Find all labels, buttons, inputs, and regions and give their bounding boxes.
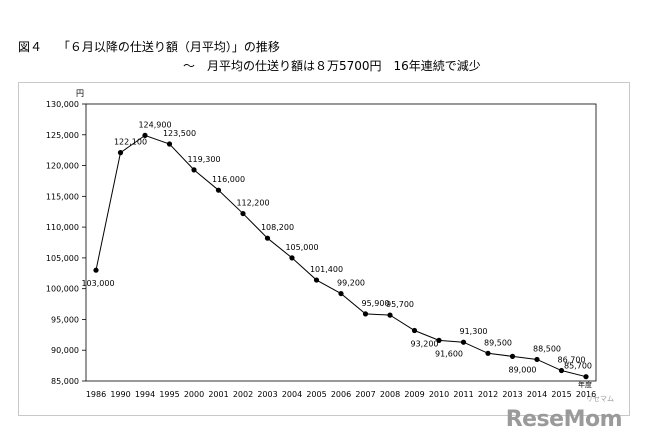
data-point — [583, 374, 589, 380]
x-tick-label: 2013 — [502, 390, 522, 399]
chart-title-block: 図４ 「６月以降の仕送り額（月平均）」の推移 — [18, 38, 280, 55]
x-tick-label: 1995 — [159, 390, 179, 399]
data-point — [534, 356, 540, 363]
data-point — [558, 367, 565, 374]
x-tick-label: 2011 — [453, 390, 473, 399]
data-point — [142, 132, 148, 138]
data-point — [117, 150, 124, 156]
data-point — [240, 210, 246, 217]
y-tick-label: 110,000 — [46, 223, 79, 232]
data-label: 85,700 — [564, 362, 592, 371]
data-label: 93,200 — [411, 340, 439, 349]
y-tick-label: 125,000 — [46, 131, 79, 140]
data-label: 91,300 — [460, 327, 488, 336]
x-tick-label: 2012 — [478, 390, 498, 399]
x-tick-label: 2009 — [404, 390, 424, 399]
plot-area — [85, 103, 597, 382]
x-tick-label: 1994 — [135, 390, 155, 399]
data-point — [313, 277, 320, 283]
data-label: 95,900 — [362, 299, 390, 308]
data-label: 103,000 — [81, 279, 114, 288]
y-tick-label: 115,000 — [46, 192, 79, 201]
data-label: 95,700 — [386, 300, 414, 309]
data-label: 89,500 — [484, 338, 512, 347]
y-tick-label: 105,000 — [46, 254, 79, 263]
y-tick-label: 85,000 — [51, 377, 79, 386]
x-tick-label: 2003 — [257, 390, 277, 399]
y-tick-label: 100,000 — [46, 285, 79, 294]
data-point — [191, 167, 197, 173]
data-label: 99,200 — [337, 279, 365, 288]
data-point — [460, 339, 467, 345]
data-label: 108,200 — [261, 223, 294, 232]
y-tick-label: 90,000 — [51, 346, 79, 355]
data-label: 105,000 — [285, 243, 318, 252]
watermark-logo: ReseMom — [505, 407, 623, 432]
x-tick-label: 1986 — [86, 390, 106, 399]
data-label: 123,500 — [163, 129, 196, 138]
data-point — [362, 311, 369, 317]
data-label: 122,100 — [114, 138, 147, 147]
data-label: 91,600 — [435, 349, 463, 358]
data-point — [93, 267, 99, 273]
x-tick-label: 2006 — [331, 390, 351, 399]
data-point — [264, 235, 271, 241]
data-label: 88,500 — [533, 344, 561, 353]
x-axis-label: 年度 — [578, 380, 592, 389]
x-tick-label: 2001 — [208, 390, 228, 399]
data-point — [289, 255, 295, 261]
y-tick-label: 95,000 — [51, 315, 79, 324]
data-point — [338, 290, 344, 297]
y-axis-label: 円 — [76, 89, 84, 98]
chart-frame — [18, 82, 630, 416]
data-point — [387, 312, 393, 318]
data-point — [411, 327, 418, 334]
chart-subtitle: ～ 月平均の仕送り額は８万5700円 16年連続で減少 — [183, 59, 481, 73]
chart-title: 「６月以降の仕送り額（月平均）」の推移 — [57, 40, 280, 54]
data-label: 119,300 — [187, 155, 220, 164]
x-tick-label: 2014 — [527, 390, 547, 399]
data-label: 101,400 — [310, 265, 343, 274]
x-tick-label: 2008 — [380, 390, 400, 399]
figure-label: 図４ — [18, 40, 43, 54]
series-line — [95, 134, 587, 378]
x-tick-label: 2016 — [576, 390, 596, 399]
x-tick-label: 2010 — [429, 390, 449, 399]
x-tick-label: 2007 — [355, 390, 375, 399]
x-tick-label: 2015 — [551, 390, 571, 399]
y-tick-label: 130,000 — [46, 100, 79, 109]
data-point — [485, 350, 491, 356]
x-tick-label: 2004 — [282, 390, 302, 399]
x-tick-label: 2002 — [233, 390, 253, 399]
x-tick-label: 1990 — [110, 390, 130, 399]
data-label: 124,900 — [138, 120, 171, 129]
data-point — [436, 337, 442, 343]
data-point — [509, 353, 516, 359]
x-tick-label: 2005 — [306, 390, 326, 399]
watermark-sub: リセマム — [586, 395, 614, 403]
data-point — [166, 141, 173, 147]
data-point — [215, 187, 222, 193]
y-tick-label: 120,000 — [46, 162, 79, 171]
data-label: 89,000 — [509, 365, 537, 374]
data-label: 112,200 — [236, 199, 269, 208]
x-tick-label: 2000 — [184, 390, 204, 399]
data-label: 116,000 — [212, 175, 245, 184]
data-label: 86,700 — [558, 356, 586, 365]
